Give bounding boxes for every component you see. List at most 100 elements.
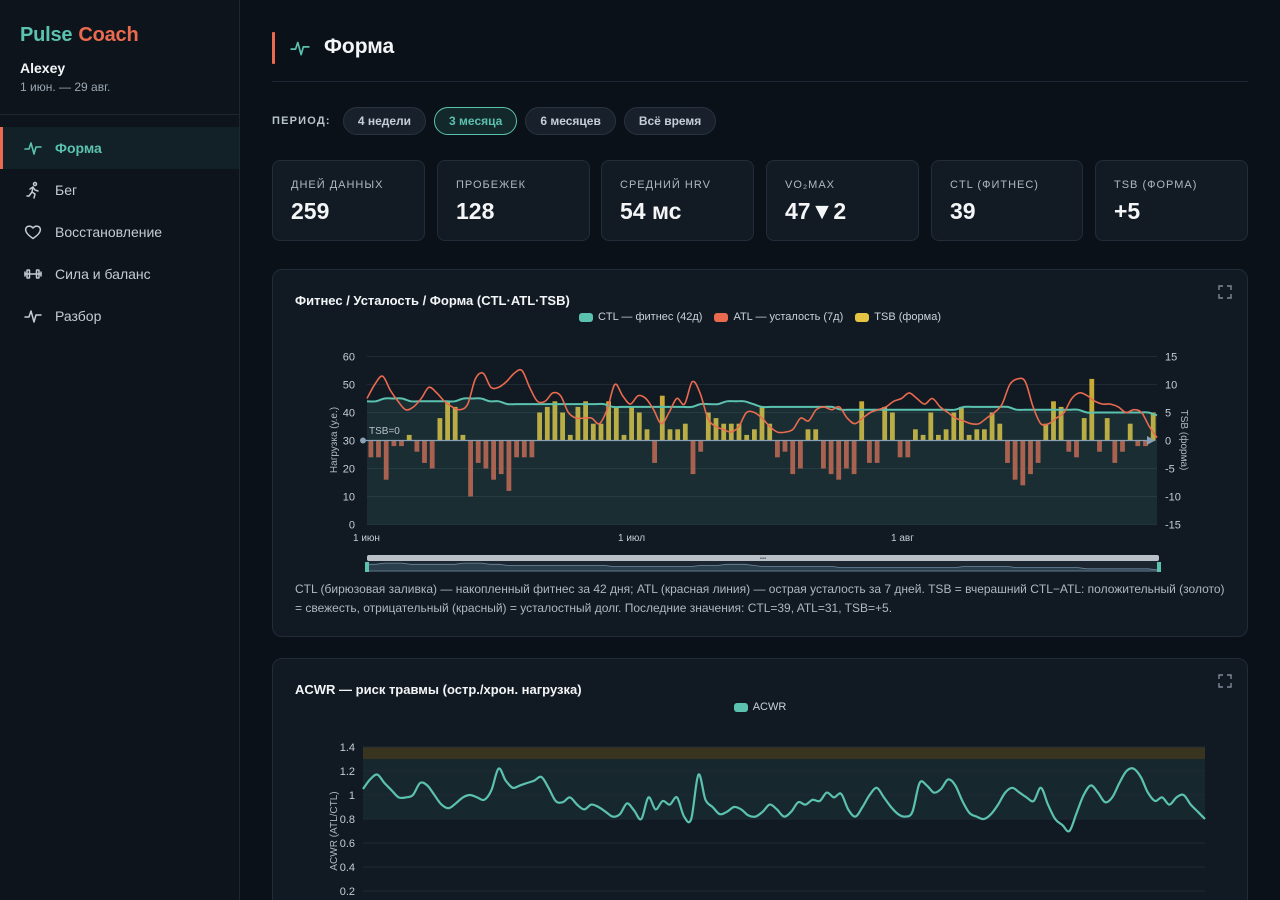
kpi-label: ПРОБЕЖЕК bbox=[456, 179, 527, 191]
legend-swatch bbox=[578, 312, 593, 322]
fitness-chart-card: Фитнес / Усталость / Форма (CTL·ATL·TSB)… bbox=[272, 269, 1248, 637]
legend-swatch bbox=[714, 312, 729, 322]
chart-title: Фитнес / Усталость / Форма (CTL·ATL·TSB) bbox=[295, 293, 570, 308]
y2-axis-label: TSB (форма) bbox=[1178, 410, 1190, 471]
range-slider-handle-left[interactable] bbox=[365, 562, 369, 572]
tsb-bar bbox=[982, 429, 987, 441]
y2-tick-label: -10 bbox=[1165, 492, 1181, 504]
tsb-bar bbox=[491, 440, 496, 480]
kpi-label: СРЕДНИЙ HRV bbox=[620, 179, 711, 191]
tsb-bar bbox=[1012, 440, 1018, 480]
sidebar-item-review[interactable]: Разбор bbox=[0, 295, 239, 337]
expand-icon[interactable] bbox=[1218, 674, 1232, 688]
tsb-bar bbox=[376, 440, 381, 458]
tsb-bar bbox=[644, 429, 650, 441]
y-axis-ticks: 1.4 1.2 1 0.8 0.6 0.4 0.2 bbox=[340, 742, 355, 898]
tsb-bar bbox=[752, 429, 757, 441]
range-slider-handle-right[interactable] bbox=[1157, 562, 1161, 572]
page-title: Форма bbox=[324, 35, 395, 58]
sidebar: Pulse Coach Alexey 1 июн. — 29 авг. Форма… bbox=[0, 0, 240, 900]
tsb-bar bbox=[698, 440, 704, 452]
tsb-bar bbox=[813, 429, 819, 441]
tsb-bar bbox=[399, 440, 404, 447]
tsb-bar bbox=[997, 423, 1003, 441]
tsb-bar bbox=[682, 423, 688, 441]
tsb-bar bbox=[1028, 440, 1033, 475]
tsb-bar bbox=[1150, 412, 1156, 441]
chart-grid bbox=[363, 746, 1205, 892]
tsb-bar bbox=[759, 406, 765, 441]
sidebar-item-label: Разбор bbox=[55, 308, 102, 324]
period-6-months-button[interactable]: 6 месяцев bbox=[525, 107, 616, 135]
range-slider-window bbox=[367, 555, 1159, 561]
sidebar-item-forma[interactable]: Форма bbox=[0, 127, 239, 169]
tsb-bar bbox=[1104, 418, 1110, 441]
period-4-weeks-button[interactable]: 4 недели bbox=[342, 107, 427, 135]
tsb-bar bbox=[621, 434, 627, 441]
y-tick-label: 0 bbox=[349, 520, 355, 532]
y2-tick-label: -5 bbox=[1165, 464, 1175, 476]
brand-part-coach: Coach bbox=[78, 24, 139, 46]
sidebar-nav: Форма Бег Восстановление Сила и баланс Р… bbox=[0, 127, 239, 337]
tsb-bar bbox=[429, 440, 435, 469]
user-date-range: 1 июн. — 29 авг. bbox=[20, 80, 111, 94]
header-accent-bar bbox=[272, 32, 275, 64]
sidebar-item-run[interactable]: Бег bbox=[0, 169, 239, 211]
tsb-bar bbox=[1143, 440, 1148, 447]
legend-label: CTL — фитнес (42д) bbox=[597, 311, 703, 323]
tsb-bar bbox=[974, 429, 980, 441]
tsb-bar bbox=[897, 440, 903, 458]
legend-item-atl[interactable]: ATL — усталость (7д) bbox=[714, 311, 843, 323]
period-all-time-button[interactable]: Всё время bbox=[623, 107, 717, 135]
tsb-bar bbox=[468, 440, 473, 497]
kpi-value: 47▼2 bbox=[785, 198, 847, 224]
legend-item-acwr[interactable]: ACWR bbox=[733, 701, 786, 713]
tsb-bar bbox=[959, 406, 964, 441]
kpi-card-vo2max: VO₂MAX 47▼2 bbox=[766, 160, 919, 241]
range-slider[interactable]: ▪▪▪ bbox=[365, 555, 1161, 572]
period-3-months-button[interactable]: 3 месяца bbox=[434, 107, 518, 135]
tsb-bar bbox=[475, 440, 481, 463]
legend-item-tsb[interactable]: TSB (форма) bbox=[855, 311, 941, 323]
legend-item-ctl[interactable]: CTL — фитнес (42д) bbox=[578, 311, 703, 323]
range-slider-grip: ▪▪▪ bbox=[760, 556, 766, 562]
heart-icon bbox=[24, 223, 42, 241]
tsb-bar bbox=[798, 440, 803, 469]
tsb-bar bbox=[1120, 440, 1125, 452]
kpi-label: TSB (ФОРМА) bbox=[1114, 179, 1198, 191]
tsb-bar bbox=[805, 429, 811, 441]
activity-icon bbox=[24, 307, 42, 325]
tsb-bar bbox=[590, 423, 596, 441]
y-tick-label: 40 bbox=[343, 408, 355, 420]
tsb-bar bbox=[1112, 440, 1118, 463]
legend-swatch bbox=[855, 312, 870, 322]
y-tick-label: 1.4 bbox=[340, 742, 355, 754]
y-tick-label: 1.2 bbox=[340, 766, 355, 778]
tsb-bar bbox=[659, 395, 665, 441]
tsb-bar bbox=[422, 440, 427, 463]
y-tick-label: 0.2 bbox=[340, 886, 355, 898]
tsb-bar bbox=[836, 440, 842, 480]
user-name: Alexey bbox=[20, 60, 66, 76]
period-selector: ПЕРИОД: 4 недели 3 месяца 6 месяцев Всё … bbox=[272, 107, 724, 135]
tsb-bar bbox=[1005, 440, 1010, 463]
tsb-bars bbox=[368, 378, 1156, 497]
tsb-bar bbox=[851, 440, 857, 475]
y2-tick-label: 15 bbox=[1165, 352, 1177, 364]
tsb-bar bbox=[437, 418, 443, 441]
y2-tick-label: 0 bbox=[1165, 436, 1171, 448]
brand-logo[interactable]: Pulse Coach bbox=[20, 24, 139, 47]
sidebar-item-strength[interactable]: Сила и баланс bbox=[0, 253, 239, 295]
pulse-icon bbox=[290, 38, 310, 63]
kpi-card-runs: ПРОБЕЖЕК 128 bbox=[437, 160, 590, 241]
ctl-area bbox=[367, 398, 1157, 525]
y2-axis-ticks: 15 10 5 0 -5 -10 -15 bbox=[1165, 352, 1181, 532]
tsb-bar bbox=[928, 412, 934, 441]
y2-tick-label: 10 bbox=[1165, 380, 1177, 392]
acwr-chart-card: ACWR — риск травмы (остр./хрон. нагрузка… bbox=[272, 658, 1248, 900]
tsb-bar bbox=[506, 440, 512, 491]
sidebar-item-recovery[interactable]: Восстановление bbox=[0, 211, 239, 253]
tsb-bar bbox=[460, 434, 466, 441]
tsb-bar bbox=[1043, 423, 1049, 441]
expand-icon[interactable] bbox=[1218, 285, 1232, 299]
